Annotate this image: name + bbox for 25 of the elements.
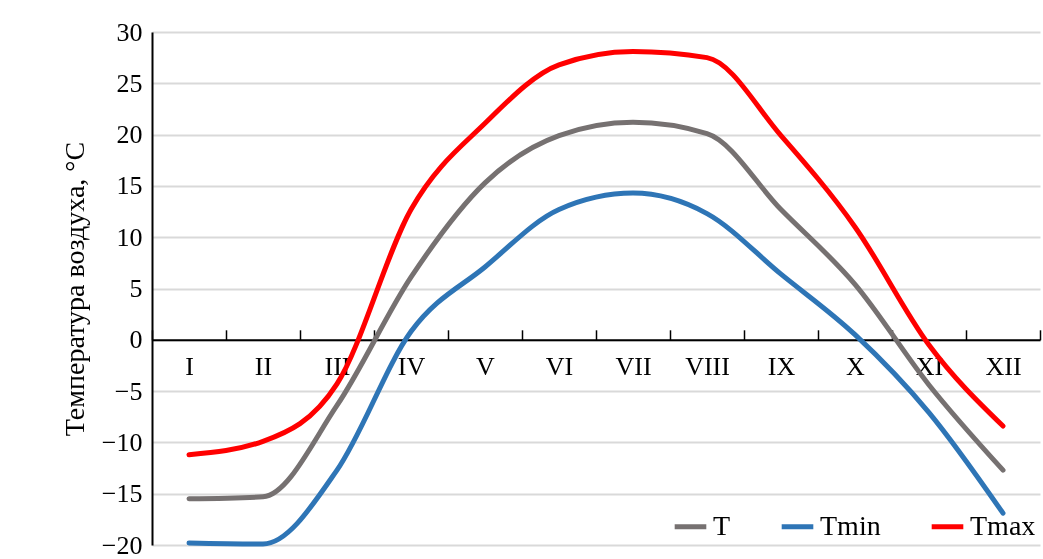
x-tick-label: VIII bbox=[685, 352, 730, 382]
y-tick-label: −10 bbox=[101, 427, 143, 457]
y-tick-label: 0 bbox=[129, 325, 143, 355]
legend-label: T bbox=[713, 509, 731, 541]
x-tick-label: II bbox=[254, 352, 273, 382]
x-tick-label: VI bbox=[545, 352, 574, 382]
x-tick-label: IV bbox=[397, 352, 426, 382]
y-tick-label: 15 bbox=[116, 171, 143, 201]
x-tick-label: VII bbox=[615, 352, 652, 382]
y-tick-label: 20 bbox=[116, 120, 143, 150]
x-tick-label: X bbox=[846, 352, 866, 382]
legend-label: Tmin bbox=[820, 509, 881, 541]
x-tick-label: I bbox=[185, 352, 194, 382]
y-tick-label: −15 bbox=[101, 479, 143, 509]
legend-label: Tmax bbox=[970, 509, 1036, 541]
y-axis-title: Температура воздуха, °C bbox=[58, 141, 90, 437]
x-tick-label: V bbox=[476, 352, 496, 382]
y-tick-label: −20 bbox=[101, 530, 143, 559]
x-tick-label: IX bbox=[767, 352, 796, 382]
y-tick-label: −5 bbox=[114, 376, 143, 406]
x-tick-label: XII bbox=[985, 352, 1022, 382]
y-tick-label: 5 bbox=[129, 274, 143, 303]
y-tick-label: 10 bbox=[116, 222, 143, 252]
y-tick-label: 25 bbox=[116, 68, 143, 98]
y-tick-label: 30 bbox=[116, 17, 143, 47]
